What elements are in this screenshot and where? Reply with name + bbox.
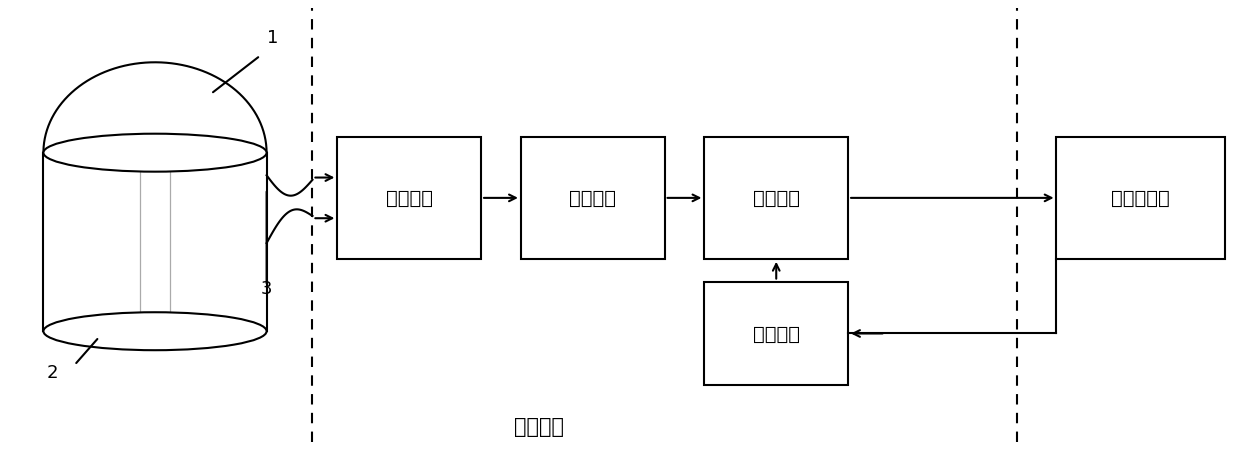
Text: 整流电路: 整流电路 xyxy=(386,189,433,208)
Text: 储存电路: 储存电路 xyxy=(569,189,616,208)
FancyBboxPatch shape xyxy=(704,138,848,259)
Text: 2: 2 xyxy=(47,363,58,381)
Text: 无线传感器: 无线传感器 xyxy=(1111,189,1171,208)
Text: 3: 3 xyxy=(260,280,272,298)
Text: 调理电路: 调理电路 xyxy=(515,416,564,436)
Ellipse shape xyxy=(43,134,267,172)
FancyBboxPatch shape xyxy=(337,138,481,259)
FancyBboxPatch shape xyxy=(1056,138,1225,259)
FancyBboxPatch shape xyxy=(521,138,665,259)
FancyBboxPatch shape xyxy=(704,282,848,386)
Text: 1: 1 xyxy=(267,29,278,47)
Text: 稳压电路: 稳压电路 xyxy=(753,189,800,208)
Ellipse shape xyxy=(43,313,267,350)
Text: 反馈控制: 反馈控制 xyxy=(753,324,800,343)
